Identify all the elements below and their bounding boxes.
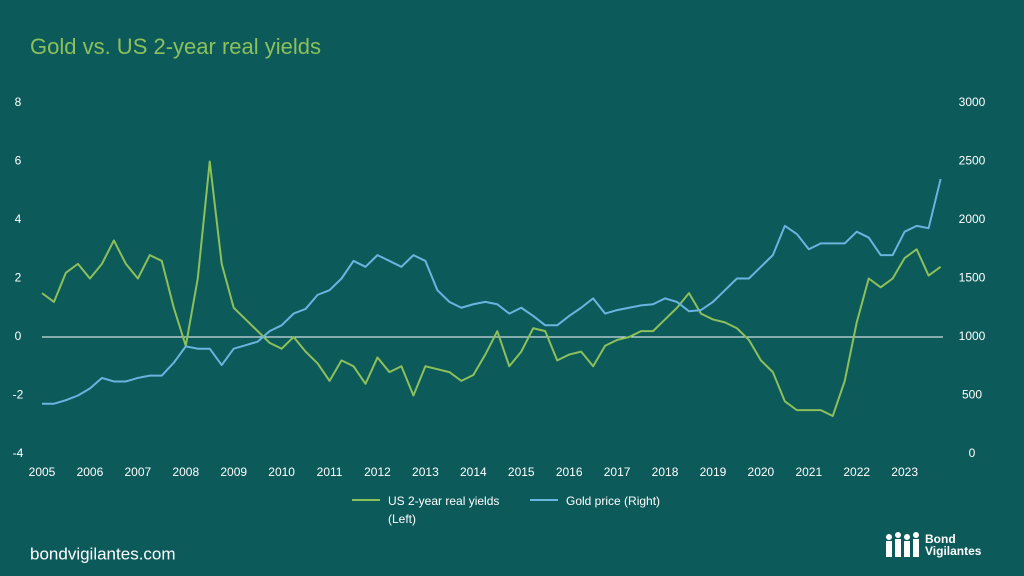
y2-tick-label: 2500 [959,154,986,168]
y2-tick-label: 3000 [959,95,986,109]
x-tick-label: 2015 [508,465,535,479]
legend-swatch [352,499,380,501]
x-tick-label: 2007 [124,465,151,479]
x-tick-label: 2014 [460,465,487,479]
x-tick-label: 2013 [412,465,439,479]
series-line [42,178,942,405]
y2-tick-label: 1500 [959,271,986,285]
x-tick-label: 2019 [700,465,727,479]
x-tick-label: 2020 [748,465,775,479]
x-tick-label: 2009 [220,465,247,479]
x-tick-label: 2018 [652,465,679,479]
y-tick-label: -4 [13,446,24,460]
chart-title: Gold vs. US 2-year real yields [30,34,321,59]
series-line [41,160,942,417]
y-tick-label: 4 [15,212,22,226]
x-tick-label: 2006 [77,465,104,479]
x-tick-label: 2021 [795,465,822,479]
x-tick-label: 2022 [843,465,870,479]
x-tick-label: 2010 [268,465,295,479]
y-tick-label: 0 [15,329,22,343]
x-tick-label: 2016 [556,465,583,479]
logo-icon [886,532,919,557]
legend-swatch [530,499,558,501]
legend-item: Gold price (Right) [530,492,660,510]
legend-item: US 2-year real yields (Left) [352,492,523,528]
y-tick-label: 6 [15,154,22,168]
x-tick-label: 2005 [29,465,56,479]
y2-tick-label: 1000 [959,329,986,343]
y2-tick-label: 0 [969,446,976,460]
x-tick-label: 2012 [364,465,391,479]
y-tick-label: 2 [15,271,22,285]
logo-text: Bond Vigilantes [925,532,982,558]
y2-tick-label: 2000 [959,212,986,226]
x-tick-label: 2008 [172,465,199,479]
y-tick-label: 8 [15,95,22,109]
y-tick-label: -2 [13,388,24,402]
x-tick-label: 2011 [317,465,343,479]
site: bondvigilantes.com [30,544,176,563]
y2-tick-label: 500 [962,388,982,402]
x-tick-label: 2017 [604,465,631,479]
legend-label: US 2-year real yields (Left) [388,494,500,526]
x-tick-label: 2023 [891,465,918,479]
legend-label: Gold price (Right) [566,494,661,508]
